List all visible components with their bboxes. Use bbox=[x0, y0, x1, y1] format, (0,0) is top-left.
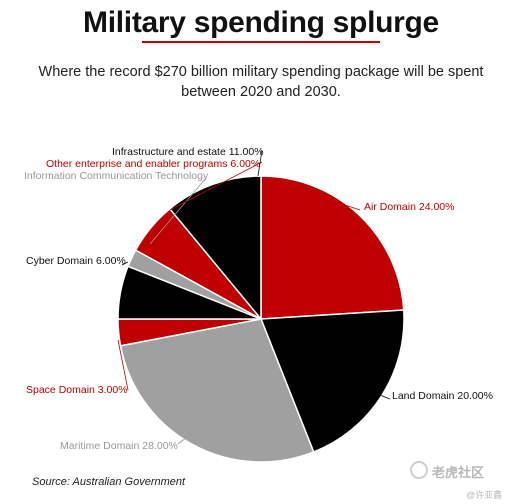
title-underline bbox=[142, 41, 380, 43]
slice-label: Air Domain 24.00% bbox=[364, 201, 454, 213]
slice-label: Maritime Domain 28.00% bbox=[60, 440, 178, 452]
watermark-logo-icon bbox=[410, 461, 428, 479]
slice-label: Cyber Domain 6.00% bbox=[26, 255, 126, 267]
watermark-text: 老虎社区 bbox=[432, 465, 485, 480]
slice-label: Infrastructure and estate 11.00% bbox=[112, 146, 264, 158]
chart-title: Military spending splurge bbox=[83, 6, 439, 39]
leader-line bbox=[329, 199, 361, 211]
watermark-subtext: @许亚鑫 bbox=[466, 490, 503, 500]
slice-label: Information Communication Technology bbox=[24, 170, 209, 182]
leader-line bbox=[169, 161, 263, 211]
leader-line bbox=[117, 339, 129, 391]
pie-slice bbox=[260, 175, 405, 320]
source-note: Source: Australian Government bbox=[32, 476, 186, 488]
pie-slice bbox=[168, 175, 262, 322]
leader-line bbox=[121, 261, 129, 266]
leader-line bbox=[257, 149, 263, 177]
pie-slice bbox=[119, 318, 315, 463]
leader-line bbox=[177, 430, 196, 445]
chart-subtitle: Where the record $270 billion military s… bbox=[38, 64, 484, 100]
leader-line bbox=[379, 394, 391, 400]
slice-label: Land Domain 20.00% bbox=[392, 390, 493, 402]
slice-label: Other enterprise and enabler programs 6.… bbox=[46, 158, 260, 170]
slice-label: Space Domain 3.00% bbox=[26, 384, 128, 396]
leader-line bbox=[149, 177, 207, 245]
